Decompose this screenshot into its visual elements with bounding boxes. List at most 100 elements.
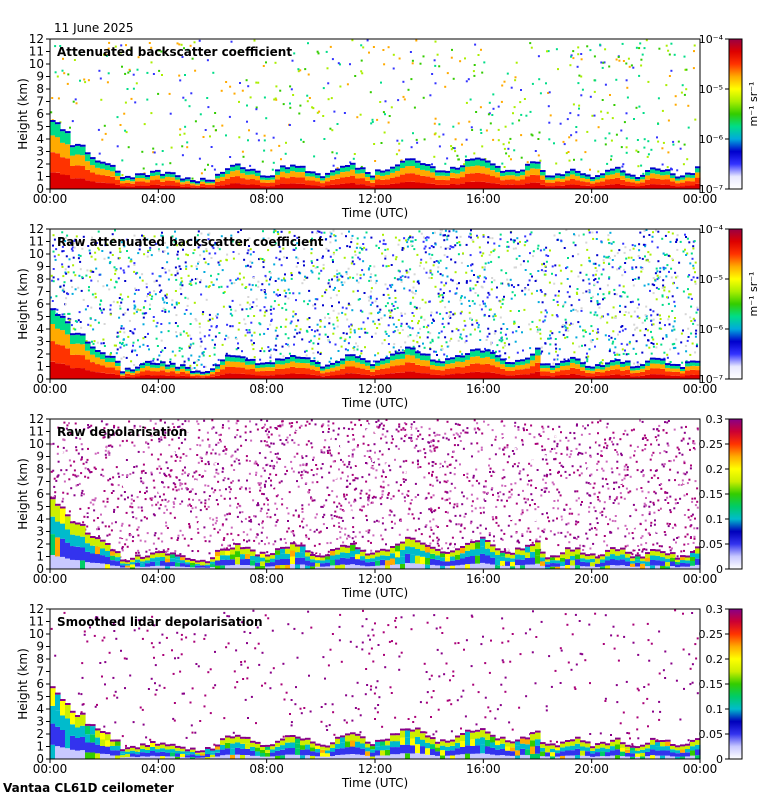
colorbar-tick-label: 0.2 [706,463,724,476]
x-tick-label: 00:00 [33,382,68,396]
y-tick-label: 5 [36,120,44,134]
y-tick-label: 0 [36,562,44,576]
y-tick-label: 11 [29,615,44,629]
y-tick-label: 2 [36,347,44,361]
instrument-caption: Vantaa CL61D ceilometer [3,781,174,795]
y-tick-label: 5 [36,500,44,514]
y-tick-label: 7 [36,475,44,489]
x-tick-label: 04:00 [141,762,176,776]
x-tick-label: 20:00 [574,382,609,396]
y-tick-label: 9 [36,640,44,654]
x-tick-label: 20:00 [574,192,609,206]
y-tick-label: 10 [29,627,44,641]
colorbar: 0.3 0.25 0.2 0.15 0.1 0.05 0 [699,603,743,766]
panel-title: Smoothed lidar depolarisation [57,615,263,629]
y-tick-label: 4 [36,132,44,146]
y-tick-label: 9 [36,260,44,274]
colorbar-tick-label: 0.05 [699,538,724,551]
y-tick-label: 10 [29,437,44,451]
colorbar-tick-label: 10⁻⁴ [699,223,724,236]
colorbar-tick-label: 0.2 [706,653,724,666]
y-tick-label: 12 [29,222,44,236]
y-tick-label: 6 [36,297,44,311]
colorbar-tick-label: 0.05 [699,728,724,741]
y-axis-label: Height (km) [16,268,30,339]
y-tick-label: 7 [36,95,44,109]
y-axis-label: Height (km) [16,458,30,529]
x-tick-label: 08:00 [249,762,284,776]
colorbar-gradient [728,38,743,190]
plot-area [50,419,700,569]
colorbar: 0.3 0.25 0.2 0.15 0.1 0.05 0 [699,413,743,576]
boundary-layer [50,497,701,569]
y-tick-label: 11 [29,45,44,59]
panel-4: Smoothed lidar depolarisation01234567891… [16,602,743,790]
y-tick-label: 3 [36,145,44,159]
y-tick-label: 7 [36,285,44,299]
x-tick-label: 08:00 [249,572,284,586]
boundary-layer [50,120,701,189]
colorbar-tick-label: 10⁻⁷ [699,183,723,196]
y-axis-label: Height (km) [16,78,30,149]
panel-title: Attenuated backscatter coefficient [57,45,292,59]
colorbar-tick-label: 0.15 [699,488,724,501]
y-tick-label: 8 [36,272,44,286]
y-tick-label: 5 [36,310,44,324]
x-tick-label: 16:00 [466,382,501,396]
x-tick-label: 00:00 [33,192,68,206]
y-tick-label: 5 [36,690,44,704]
x-tick-label: 16:00 [466,192,501,206]
x-tick-label: 04:00 [141,192,176,206]
x-tick-label: 12:00 [358,382,393,396]
plot-area [50,229,700,379]
y-tick-label: 8 [36,462,44,476]
y-tick-label: 3 [36,525,44,539]
y-tick-label: 2 [36,537,44,551]
y-tick-label: 6 [36,487,44,501]
panel-2: Raw attenuated backscatter coefficient 0 1… [16,222,760,410]
colorbar-tick-label: 0.25 [699,438,724,451]
colorbar-gradient [728,228,743,380]
colorbar-tick-label: 0.3 [706,603,724,616]
y-tick-label: 2 [36,157,44,171]
y-tick-label: 12 [29,412,44,426]
x-tick-label: 04:00 [141,382,176,396]
colorbar-tick-label: 0.15 [699,678,724,691]
x-tick-label: 12:00 [358,192,393,206]
y-tick-label: 9 [36,450,44,464]
y-tick-label: 6 [36,107,44,121]
y-tick-label: 10 [29,247,44,261]
colorbar-tick-label: 0 [716,563,723,576]
panel-3: Raw depolarisation0123456789101112Height… [16,412,743,600]
y-tick-label: 3 [36,715,44,729]
y-tick-label: 11 [29,235,44,249]
y-tick-label: 12 [29,602,44,616]
panel-title: Raw attenuated backscatter coefficient [57,235,324,249]
x-tick-label: 12:00 [358,572,393,586]
y-tick-label: 6 [36,677,44,691]
y-axis-label: Height (km) [16,648,30,719]
y-tick-label: 0 [36,372,44,386]
colorbar: 10⁻⁴ 10⁻⁵ 10⁻⁶ 10⁻⁷ m⁻¹ sr⁻¹ [699,223,760,386]
y-tick-label: 2 [36,727,44,741]
x-axis-label: Time (UTC) [341,396,408,410]
colorbar-tick-label: 10⁻⁶ [699,133,724,146]
x-tick-label: 20:00 [574,762,609,776]
colorbar-tick-label: 0.1 [706,703,724,716]
x-tick-label: 16:00 [466,762,501,776]
panel-1: Attenuated backscatter coefficient012345… [16,32,760,220]
y-tick-label: 8 [36,652,44,666]
y-tick-label: 8 [36,82,44,96]
boundary-layer [50,686,701,759]
x-tick-label: 16:00 [466,572,501,586]
x-axis-label: Time (UTC) [341,586,408,600]
colorbar-tick-label: 10⁻⁷ [699,373,723,386]
y-tick-label: 11 [29,425,44,439]
colorbar-unit: m⁻¹ sr⁻¹ [747,272,760,317]
colorbar-gradient [728,418,743,570]
colorbar-tick-label: 0.25 [699,628,724,641]
colorbar-gradient [728,608,743,760]
colorbar: 10⁻⁴ 10⁻⁵ 10⁻⁶ 10⁻⁷ m⁻¹ sr⁻¹ [699,33,760,196]
y-tick-label: 0 [36,182,44,196]
